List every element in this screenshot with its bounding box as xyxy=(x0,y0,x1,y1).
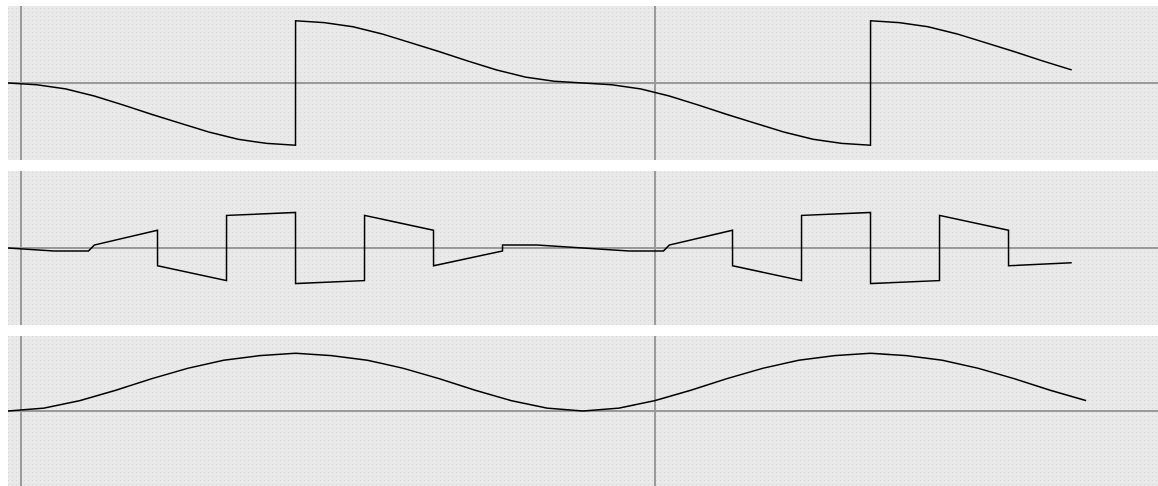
waveform-trace xyxy=(7,211,1072,285)
waveform-panel-2 xyxy=(7,171,1158,325)
waveform-trace xyxy=(7,352,1087,412)
waveform-panel-3 xyxy=(7,336,1158,486)
waveform-trace xyxy=(7,20,1072,146)
waveform-panel-1 xyxy=(7,6,1158,160)
